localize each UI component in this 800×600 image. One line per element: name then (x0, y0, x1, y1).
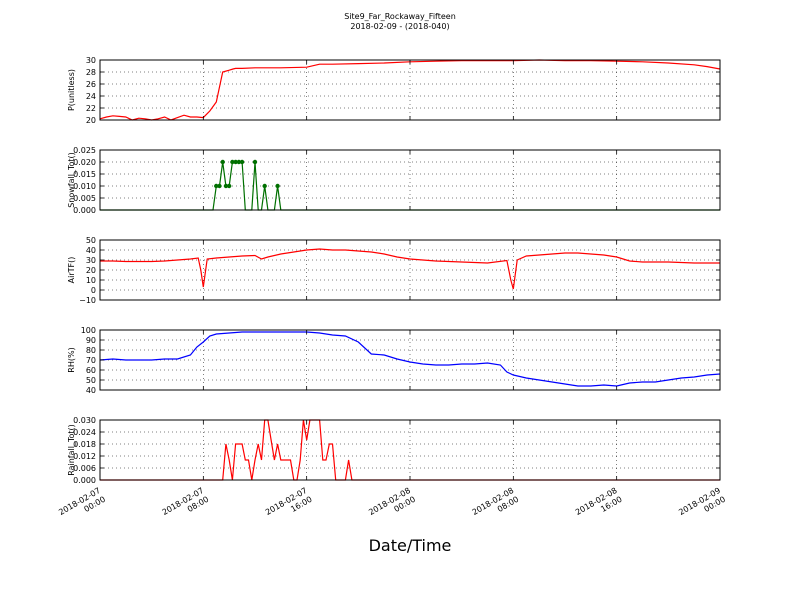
y-tick-label: 60 (86, 366, 96, 375)
y-tick-label: 0.000 (73, 206, 96, 215)
y-axis-label: Snowfall_Tot() (67, 152, 76, 208)
y-tick-label: 100 (81, 326, 96, 335)
y-tick-label: 26 (86, 80, 96, 89)
y-tick-label: 0.015 (73, 170, 96, 179)
data-point (226, 183, 232, 189)
y-tick-label: 0.010 (73, 182, 96, 191)
data-point (239, 159, 245, 165)
panel-5: 0.000 0.006 0.012 0.018 0.024 0.030Rainfall_T… (67, 416, 721, 485)
data-point (262, 183, 267, 189)
plot-area (100, 150, 720, 210)
y-tick-label: 40 (86, 246, 96, 255)
y-tick-label: 0 (91, 286, 96, 295)
y-tick-label: 30 (86, 56, 96, 65)
y-axis-label: P(unitless) (67, 69, 76, 111)
y-tick-label: 20 (86, 266, 96, 275)
y-tick-label: 80 (86, 346, 96, 355)
chart-subtitle: 2018-02-09 - (2018-040) (350, 22, 449, 31)
y-tick-label: 10 (86, 276, 96, 285)
plot-area (100, 60, 720, 120)
data-point (217, 183, 222, 189)
y-axis-label: AirTF() (67, 257, 76, 284)
y-tick-label: 24 (86, 92, 96, 101)
chart-title: Site9_Far_Rockaway_Fifteen (344, 12, 456, 21)
y-tick-label: 30 (86, 256, 96, 265)
y-tick-label: 50 (86, 376, 96, 385)
y-tick-label: 0.030 (73, 416, 96, 425)
y-tick-label: 90 (86, 336, 96, 345)
y-tick-label: 0.024 (73, 428, 96, 437)
y-tick-label: −10 (79, 296, 96, 305)
y-axis-label: RH(%) (67, 347, 76, 372)
y-tick-label: 50 (86, 236, 96, 245)
panel-1: 20 22 24 26 28 30 P(unitless) (67, 56, 721, 125)
y-tick-label: 0.000 (73, 476, 96, 485)
series-line (99, 331, 721, 387)
y-tick-label: 40 (86, 386, 96, 395)
y-tick-label: 0.020 (73, 158, 96, 167)
y-tick-label: 0.006 (73, 464, 96, 473)
y-tick-label: 28 (86, 68, 96, 77)
y-tick-label: 22 (86, 104, 96, 113)
data-point (236, 159, 242, 165)
y-tick-label: 0.018 (73, 440, 96, 449)
y-tick-label: 20 (86, 116, 96, 125)
data-point (252, 159, 258, 165)
data-point (233, 159, 238, 165)
series-line (100, 248, 720, 290)
y-tick-label: 0.025 (73, 146, 96, 155)
y-axis-label: Rainfall_Tot() (67, 424, 76, 476)
data-point (223, 183, 229, 189)
data-point (230, 159, 235, 165)
panel-2: 0.000 0.005 0.010 0.015 0.020 0.025Snowfall_T… (67, 146, 721, 215)
panels: 202224262830P(unitless)0.0000.0050.0100.… (67, 56, 721, 485)
y-tick-label: 0.005 (73, 194, 96, 203)
y-tick-label: 70 (86, 356, 96, 365)
plot-area (100, 420, 720, 480)
data-point (275, 183, 280, 189)
x-axis-label: Date/Time (369, 536, 452, 555)
data-point (220, 159, 225, 165)
data-point (214, 183, 219, 189)
y-tick-label: 0.012 (73, 452, 96, 461)
